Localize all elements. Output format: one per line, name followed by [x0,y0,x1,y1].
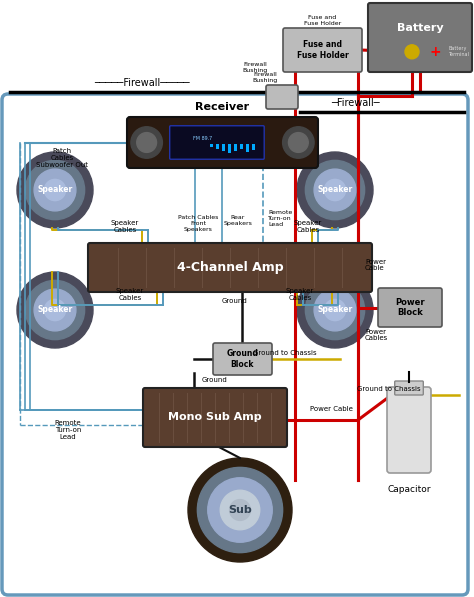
Text: ─Firewall─: ─Firewall─ [331,98,380,108]
Bar [210,144,213,147]
Circle shape [297,152,373,228]
Bar [221,144,225,150]
Text: Receiver: Receiver [195,102,250,112]
Circle shape [283,127,314,158]
Circle shape [229,500,250,521]
Bar [252,144,255,150]
Text: Patch Cables
Front
Speakers: Patch Cables Front Speakers [178,215,218,232]
Text: Mono Sub Amp: Mono Sub Amp [168,413,262,423]
Bar [234,144,237,150]
Text: Power
Cables: Power Cables [365,328,388,341]
Text: Power
Cable: Power Cable [365,259,386,272]
Text: Speaker: Speaker [37,306,73,315]
Bar [228,144,231,153]
Circle shape [220,490,260,530]
Circle shape [45,179,65,201]
Circle shape [297,272,373,348]
Text: Remote
Turn-on
Lead: Remote Turn-on Lead [55,420,82,440]
Circle shape [405,45,419,59]
Text: Capacitor: Capacitor [387,485,431,494]
Text: Ground: Ground [222,298,248,304]
Text: Speaker
Cables: Speaker Cables [111,220,139,233]
Bar [246,144,249,152]
Text: Ground to Chassis: Ground to Chassis [253,350,317,356]
Text: Speaker: Speaker [318,186,353,195]
FancyBboxPatch shape [88,243,372,292]
Circle shape [314,169,356,211]
Text: ─────Firewall─────: ─────Firewall───── [94,78,190,88]
Text: Speaker: Speaker [318,306,353,315]
Text: FM 89.7: FM 89.7 [193,136,213,141]
Circle shape [305,281,365,340]
Text: Power
Block: Power Block [395,298,425,317]
Circle shape [305,161,365,220]
Text: Sub: Sub [228,505,252,515]
Text: Ground
Block: Ground Block [227,349,258,369]
Text: Battery
Terminal: Battery Terminal [447,47,468,57]
Circle shape [208,478,272,542]
Text: Patch
Cables
Subwoofer Out: Patch Cables Subwoofer Out [36,148,88,168]
Bar [216,144,219,149]
Text: Rear
Speakers: Rear Speakers [224,215,253,226]
Text: Speaker
Cables: Speaker Cables [294,220,322,233]
FancyBboxPatch shape [283,28,362,72]
Text: Firewall
Bushing: Firewall Bushing [252,72,278,83]
Text: Ground: Ground [202,377,228,383]
Circle shape [26,161,85,220]
Text: Ground to Chassis: Ground to Chassis [357,386,420,392]
Text: Battery: Battery [397,23,443,33]
Circle shape [131,127,163,158]
Circle shape [289,133,308,152]
Text: 4-Channel Amp: 4-Channel Amp [177,261,283,274]
FancyBboxPatch shape [213,343,272,375]
FancyBboxPatch shape [387,387,431,473]
FancyBboxPatch shape [368,3,472,72]
Circle shape [26,281,85,340]
Text: Power Cable: Power Cable [310,406,353,412]
Circle shape [324,179,346,201]
FancyBboxPatch shape [395,381,423,395]
FancyBboxPatch shape [170,126,264,159]
Circle shape [137,133,156,152]
Text: Speaker
Cables: Speaker Cables [286,288,314,301]
FancyBboxPatch shape [266,85,298,109]
Circle shape [197,467,283,553]
Circle shape [324,299,346,321]
FancyBboxPatch shape [127,117,318,168]
Text: Firewall
Bushing: Firewall Bushing [242,62,268,73]
Circle shape [314,289,356,331]
Text: Speaker: Speaker [37,186,73,195]
Text: +: + [429,45,441,59]
Text: Fuse and
Fuse Holder: Fuse and Fuse Holder [297,41,348,60]
Text: Remote
Turn-on
Lead: Remote Turn-on Lead [268,210,292,227]
Circle shape [188,458,292,562]
Circle shape [34,169,76,211]
Text: Speaker
Cables: Speaker Cables [116,288,144,301]
Text: Fuse and
Fuse Holder: Fuse and Fuse Holder [304,15,341,26]
FancyBboxPatch shape [143,388,287,447]
Circle shape [34,289,76,331]
Bar [240,144,243,149]
Circle shape [45,299,65,321]
Circle shape [17,272,93,348]
FancyBboxPatch shape [378,288,442,327]
Circle shape [17,152,93,228]
